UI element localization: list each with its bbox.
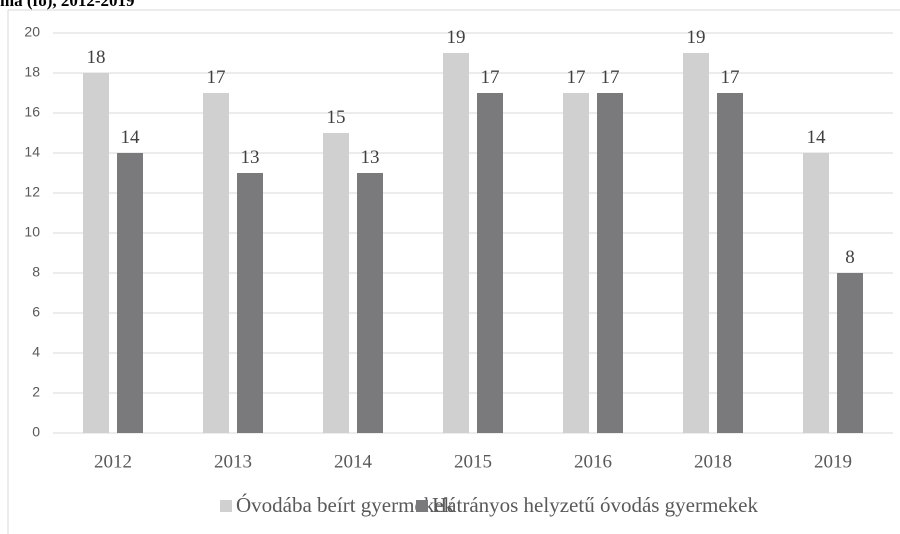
- x-tick-label: 2014: [334, 451, 373, 472]
- bar: [83, 73, 109, 433]
- data-label: 18: [87, 47, 106, 68]
- y-tick-label: 18: [24, 64, 40, 80]
- data-label: 14: [807, 127, 827, 148]
- data-label: 15: [327, 107, 346, 128]
- data-label: 13: [241, 147, 260, 168]
- bar: [323, 133, 349, 433]
- legend-swatch: [220, 500, 232, 512]
- y-tick-label: 12: [24, 184, 40, 200]
- x-tick-label: 2012: [94, 451, 132, 472]
- bar: [803, 153, 829, 433]
- data-label: 17: [567, 67, 586, 88]
- data-label: 17: [481, 67, 500, 88]
- bar: [837, 273, 863, 433]
- x-tick-label: 2016: [574, 451, 612, 472]
- data-label: 19: [447, 27, 466, 48]
- data-label: 19: [687, 27, 706, 48]
- bar: [203, 93, 229, 433]
- bar: [477, 93, 503, 433]
- bar: [683, 53, 709, 433]
- data-label: 14: [121, 127, 141, 148]
- y-tick-label: 4: [32, 344, 40, 360]
- y-tick-label: 16: [24, 104, 40, 120]
- x-tick-label: 2019: [814, 451, 852, 472]
- y-tick-label: 10: [24, 224, 40, 240]
- y-tick-label: 20: [24, 24, 40, 40]
- data-label: 8: [845, 247, 855, 268]
- data-label: 17: [721, 67, 740, 88]
- y-tick-label: 0: [32, 424, 40, 440]
- y-tick-label: 14: [24, 144, 40, 160]
- legend-label: Hátrányos helyzetű óvodás gyermekek: [432, 493, 758, 517]
- chart-title: ma (fő), 2012-2019: [0, 0, 135, 10]
- data-label: 17: [207, 67, 226, 88]
- x-tick-label: 2013: [214, 451, 252, 472]
- x-tick-label: 2018: [694, 451, 732, 472]
- data-label: 13: [361, 147, 380, 168]
- bar: [717, 93, 743, 433]
- y-tick-label: 8: [32, 264, 40, 280]
- data-label: 17: [601, 67, 620, 88]
- x-tick-label: 2015: [454, 451, 492, 472]
- bar: [357, 173, 383, 433]
- bar: [443, 53, 469, 433]
- bar: [237, 173, 263, 433]
- bar: [597, 93, 623, 433]
- legend-swatch: [416, 500, 428, 512]
- y-tick-label: 6: [32, 304, 40, 320]
- y-tick-label: 2: [32, 384, 40, 400]
- bar: [117, 153, 143, 433]
- bar: [563, 93, 589, 433]
